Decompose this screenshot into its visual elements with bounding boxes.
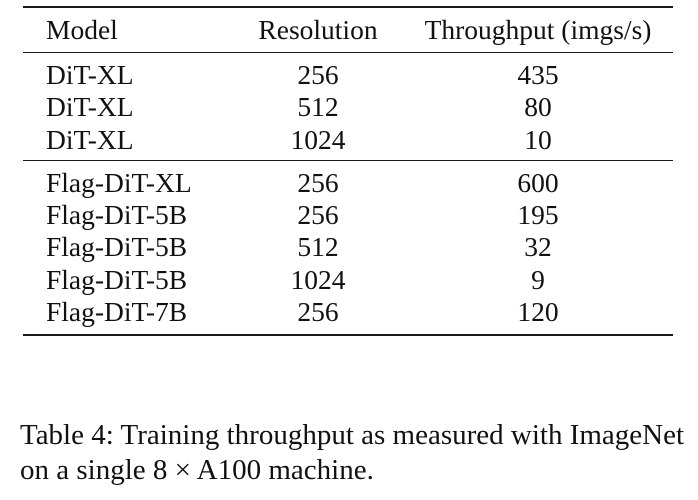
- table-caption: Table 4: Training throughput as measured…: [20, 418, 685, 488]
- cell-throughput: 9: [531, 263, 545, 295]
- cell-resolution: 512: [297, 231, 339, 263]
- group-dit: DiT-XL 256 435 DiT-XL 512 80 DiT-XL 1024…: [23, 53, 673, 160]
- cell-model: Flag-DiT-7B: [46, 296, 188, 327]
- cell-resolution: 256: [297, 198, 339, 230]
- results-table-container: Model Resolution Throughput (imgs/s) DiT…: [23, 6, 673, 336]
- table-row: DiT-XL 256 435: [23, 53, 673, 91]
- table-row: Flag-DiT-5B 512 32: [23, 231, 673, 264]
- top-rule: [23, 6, 673, 8]
- group-rule: [23, 159, 673, 161]
- cell-resolution: 1024: [290, 123, 346, 155]
- table-row: Flag-DiT-5B 1024 9: [23, 264, 673, 297]
- throughput-table: Model Resolution Throughput (imgs/s): [23, 8, 673, 52]
- header-model: Model: [46, 14, 118, 45]
- cell-model: DiT-XL: [46, 123, 134, 155]
- cell-model: Flag-DiT-5B: [46, 231, 188, 263]
- caption-text: Training throughput as measured with Ima…: [20, 419, 685, 486]
- table-row: DiT-XL 1024 10: [23, 124, 673, 160]
- cell-model: Flag-DiT-5B: [46, 198, 188, 230]
- cell-throughput: 120: [517, 296, 559, 327]
- cell-model: DiT-XL: [46, 59, 134, 90]
- table-row: Flag-DiT-XL 256 600: [23, 161, 673, 199]
- header-resolution: Resolution: [258, 14, 378, 45]
- table-row: Flag-DiT-7B 256 120: [23, 296, 673, 334]
- bottom-rule: [23, 334, 673, 336]
- group-flag-dit: Flag-DiT-XL 256 600 Flag-DiT-5B 256 195 …: [23, 161, 673, 335]
- cell-resolution: 256: [297, 296, 339, 327]
- cell-model: Flag-DiT-XL: [46, 166, 192, 198]
- cell-model: Flag-DiT-5B: [46, 263, 188, 295]
- caption-label: Table 4:: [20, 419, 114, 451]
- header-rule: [23, 52, 673, 53]
- cell-resolution: 1024: [290, 263, 346, 295]
- cell-resolution: 512: [297, 91, 339, 123]
- cell-resolution: 256: [297, 166, 339, 198]
- header-row: Model Resolution Throughput (imgs/s): [23, 8, 673, 52]
- table-row: Flag-DiT-5B 256 195: [23, 199, 673, 232]
- cell-throughput: 32: [524, 231, 552, 263]
- cell-throughput: 435: [517, 59, 559, 90]
- cell-resolution: 256: [297, 59, 339, 90]
- cell-model: DiT-XL: [46, 91, 134, 123]
- table-row: DiT-XL 512 80: [23, 91, 673, 124]
- cell-throughput: 600: [517, 166, 559, 198]
- cell-throughput: 10: [524, 123, 552, 155]
- cell-throughput: 80: [524, 91, 552, 123]
- header-throughput: Throughput (imgs/s): [424, 14, 652, 45]
- cell-throughput: 195: [517, 198, 559, 230]
